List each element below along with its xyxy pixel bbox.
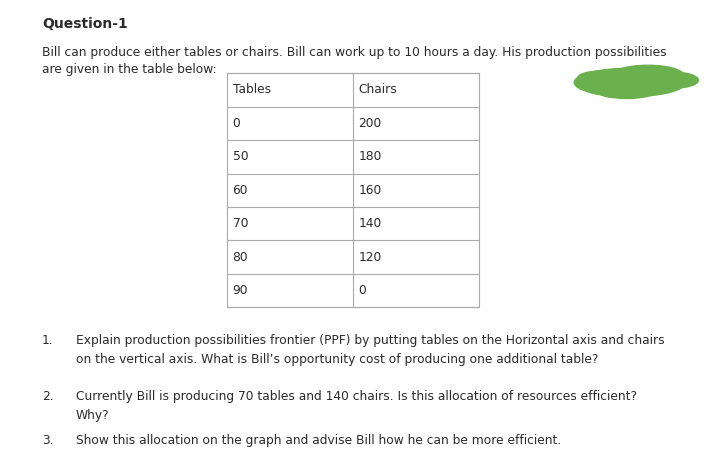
Text: 60: 60 [233, 184, 248, 197]
Ellipse shape [612, 65, 684, 86]
Text: 180: 180 [359, 150, 382, 164]
Text: 3.: 3. [42, 434, 53, 447]
Text: Tables: Tables [233, 83, 271, 97]
Ellipse shape [598, 85, 655, 98]
Text: Bill can produce either tables or chairs. Bill can work up to 10 hours a day. Hi: Bill can produce either tables or chairs… [42, 46, 667, 59]
Ellipse shape [583, 78, 648, 96]
Text: 80: 80 [233, 251, 248, 264]
Text: Question-1: Question-1 [42, 17, 127, 32]
Ellipse shape [648, 72, 698, 88]
Text: 0: 0 [359, 284, 366, 297]
Ellipse shape [575, 68, 685, 97]
Text: Currently Bill is producing 70 tables and 140 chairs. Is this allocation of reso: Currently Bill is producing 70 tables an… [76, 390, 636, 422]
Text: 120: 120 [359, 251, 382, 264]
Text: 2.: 2. [42, 390, 53, 403]
Text: Explain production possibilities frontier (PPF) by putting tables on the Horizon: Explain production possibilities frontie… [76, 334, 665, 366]
Text: 70: 70 [233, 217, 248, 230]
Text: 50: 50 [233, 150, 248, 164]
Ellipse shape [577, 71, 624, 85]
Text: 200: 200 [359, 117, 382, 130]
Text: 1.: 1. [42, 334, 53, 347]
Text: 140: 140 [359, 217, 382, 230]
Text: 0: 0 [233, 117, 240, 130]
Text: are given in the table below:: are given in the table below: [42, 63, 217, 76]
Text: Show this allocation on the graph and advise Bill how he can be more efficient.: Show this allocation on the graph and ad… [76, 434, 561, 447]
Text: 160: 160 [359, 184, 382, 197]
Text: Chairs: Chairs [359, 83, 397, 97]
Text: 90: 90 [233, 284, 248, 297]
